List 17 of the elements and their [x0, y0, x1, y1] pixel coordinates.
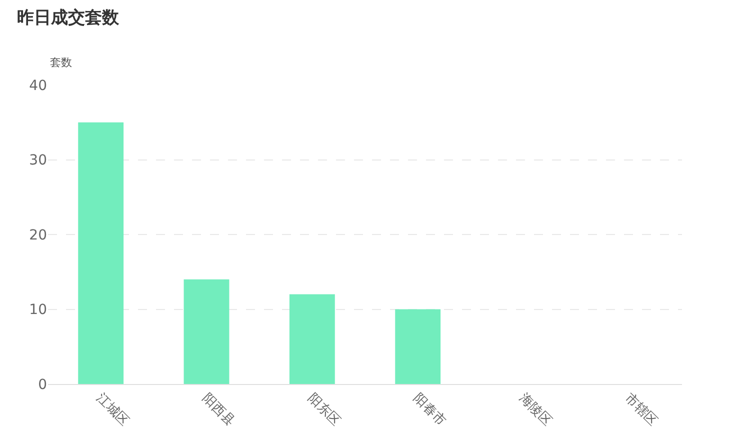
x-tick-label: 海陵区	[516, 390, 554, 430]
y-tick-label: 20	[29, 227, 47, 244]
y-tick-label: 40	[29, 78, 47, 94]
y-tick-label: 30	[29, 152, 47, 169]
bar	[289, 294, 335, 384]
x-tick-label: 阳西县	[199, 390, 238, 430]
y-tick-label: 0	[38, 376, 47, 393]
x-tick-label: 市辖区	[622, 390, 660, 430]
bar	[395, 309, 441, 384]
y-tick-label: 10	[29, 302, 47, 318]
x-tick-label: 江城区	[93, 390, 132, 430]
chart-title: 昨日成交套数	[16, 8, 120, 28]
y-axis-title: 套数	[50, 56, 72, 69]
bar	[78, 122, 124, 384]
bar	[184, 279, 230, 384]
x-tick-label: 阳东区	[304, 390, 343, 430]
x-tick-label: 阳春市	[410, 390, 449, 430]
